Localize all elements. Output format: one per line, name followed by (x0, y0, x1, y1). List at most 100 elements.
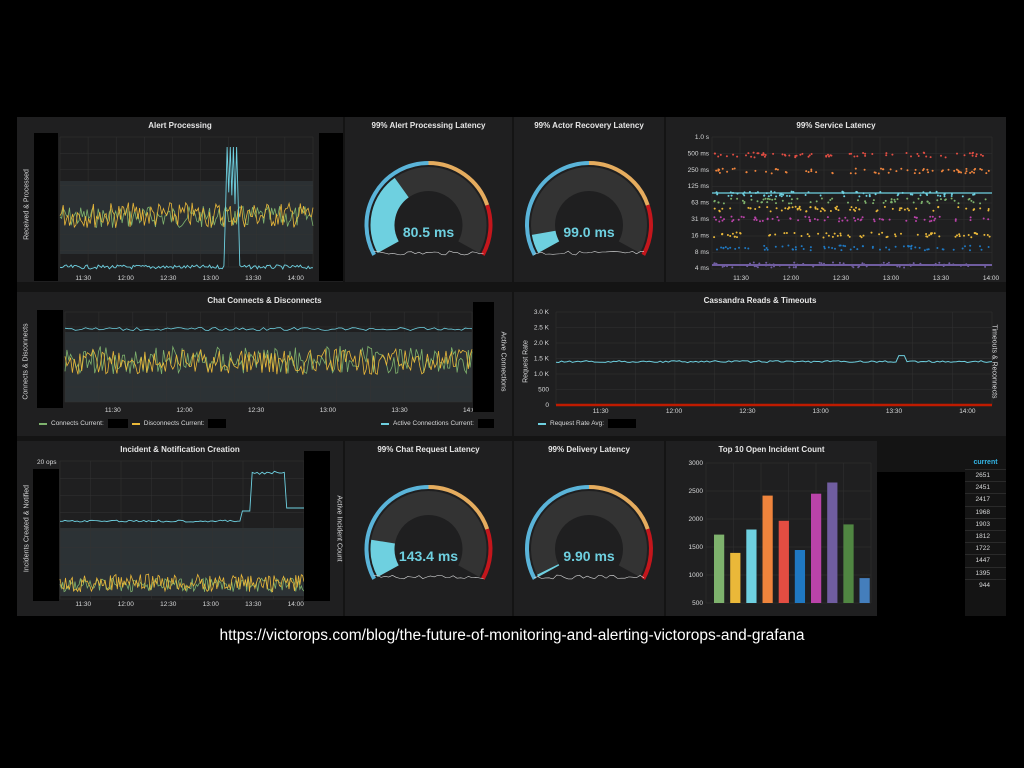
scatter-point (848, 235, 851, 238)
scatter-point (981, 154, 984, 157)
panel-cassandra[interactable]: Cassandra Reads & Timeouts 3.0 K 2.5 K 2.0… (514, 292, 1006, 436)
y-axis-label: Incidents Created & Notified (23, 484, 31, 573)
panel-chat-connects[interactable]: Chat Connects & Disconnects 11:30 12:00 12… (17, 292, 512, 436)
bar (827, 482, 838, 603)
scatter-point (762, 152, 765, 155)
scatter-point (857, 199, 859, 202)
legend-disconnects[interactable]: Disconnects Current: (143, 420, 205, 427)
panel-actor-latency-gauge[interactable]: 99% Actor Recovery Latency 99.0 ms (514, 117, 664, 282)
scatter-point (984, 198, 987, 201)
scatter-point (900, 207, 903, 210)
panel-alert-latency-gauge[interactable]: 99% Alert Processing Latency 80.5 ms (345, 117, 512, 282)
x-tick-label: 12:00 (118, 275, 135, 282)
scatter-point (944, 156, 947, 159)
scatter-point (906, 169, 909, 172)
gauge-sparkline (373, 574, 484, 580)
scatter-point (988, 235, 991, 238)
legend-connects[interactable]: Connects Current: (51, 420, 104, 427)
scatter-point (856, 155, 859, 158)
scatter-point (770, 190, 773, 193)
table-row: 1395 (965, 566, 1006, 579)
scatter-point (882, 261, 885, 264)
scatter-point (885, 152, 888, 155)
gauge-threshold-warn (428, 485, 490, 530)
scatter-point (806, 233, 809, 236)
gauge-value: 9.90 ms (563, 548, 615, 564)
cassandra-graph: 3.0 K 2.5 K 2.0 K 1.5 K 1.0 K 500 0 11:30 12:00… (534, 309, 993, 415)
table-header-current[interactable]: current (973, 459, 998, 466)
gauge-threshold-critical (481, 204, 493, 256)
x-tick-label: 11:30 (733, 275, 749, 282)
scatter-point (823, 247, 826, 250)
scatter-point (864, 201, 867, 204)
chat-connects-graph: 11:30 12:00 12:30 13:00 13:30 14:00 (64, 311, 480, 414)
scatter-point (827, 153, 829, 156)
legend-active-connections[interactable]: Active Connections Current: (393, 420, 474, 427)
scatter-point (813, 218, 816, 220)
scatter-point (722, 202, 725, 205)
gauge-track (531, 167, 647, 253)
scatter-point (919, 194, 922, 197)
scatter-point (775, 207, 778, 210)
scatter-point (736, 236, 738, 239)
bar (714, 534, 725, 603)
y-axis-label-right: Active Incident Count (335, 495, 343, 562)
scatter-point (842, 244, 845, 247)
latency-gauge: 9.90 ms (525, 485, 653, 580)
scatter-point (928, 202, 931, 205)
scatter-point (936, 247, 939, 249)
scatter-point (971, 154, 974, 157)
y-axis-label-right: Active Connections (499, 331, 507, 392)
scatter-point (928, 234, 931, 237)
scatter-point (974, 232, 977, 235)
scatter-point (938, 261, 941, 264)
scatter-point (804, 194, 807, 196)
y-tick-label: 1.0 K (534, 371, 550, 378)
y-tick-label: 1500 (689, 544, 704, 551)
panel-incident-creation[interactable]: Incident & Notification Creation 11:30 12… (17, 441, 343, 616)
scatter-point (837, 209, 840, 212)
scatter-point (889, 168, 892, 171)
scatter-point (758, 206, 761, 209)
panel-chat-latency-gauge[interactable]: 99% Chat Request Latency 143.4 ms (345, 441, 512, 616)
scatter-point (752, 261, 755, 264)
scatter-point (809, 249, 812, 252)
scatter-point (849, 172, 852, 175)
scatter-point (899, 207, 902, 210)
scatter-point (754, 208, 757, 210)
panel-delivery-latency-gauge[interactable]: 99% Delivery Latency 9.90 ms (514, 441, 664, 616)
scatter-point (913, 172, 916, 175)
scatter-point (836, 205, 838, 208)
scatter-point (782, 193, 785, 196)
scatter-point (847, 201, 849, 204)
scatter-point (789, 217, 792, 220)
scatter-point (973, 208, 976, 211)
scatter-point (886, 235, 889, 238)
panel-service-latency[interactable]: 99% Service Latency 1.0 s 500 ms 250 ms 125… (666, 117, 1006, 282)
scatter-point (839, 244, 842, 247)
scatter-point (770, 194, 773, 197)
scatter-point (894, 233, 896, 236)
scatter-point (915, 220, 917, 222)
top10-value-table: current 2651 2451 2417 1968 1903 1812 1722 1447… (965, 457, 1006, 616)
panel-title: 99% Alert Processing Latency (371, 121, 486, 130)
panel-top10-incidents[interactable]: Top 10 Open Incident Count 3000 2500 2000 1… (666, 441, 877, 616)
scatter-point (906, 207, 909, 210)
source-url-caption[interactable]: https://victorops.com/blog/the-future-of… (219, 627, 805, 644)
gauge-threshold-critical (481, 528, 493, 580)
legend-request-rate[interactable]: Request Rate Avg: (550, 420, 605, 427)
scatter-point (784, 207, 787, 210)
scatter-point (781, 153, 784, 156)
scatter-point (980, 248, 983, 251)
scatter-point (766, 201, 769, 204)
scatter-point (958, 235, 961, 238)
scatter-point (830, 154, 833, 157)
scatter-point (862, 234, 865, 237)
scatter-point (918, 172, 921, 175)
scatter-point (823, 245, 826, 248)
redacted-axis-left (34, 133, 58, 281)
panel-alert-processing[interactable]: Alert Processing 11:30 12:00 12:30 13:00 13:… (17, 117, 343, 282)
scatter-point (887, 261, 890, 264)
scatter-point (914, 246, 917, 249)
legend: Request Rate Avg: (538, 419, 637, 428)
